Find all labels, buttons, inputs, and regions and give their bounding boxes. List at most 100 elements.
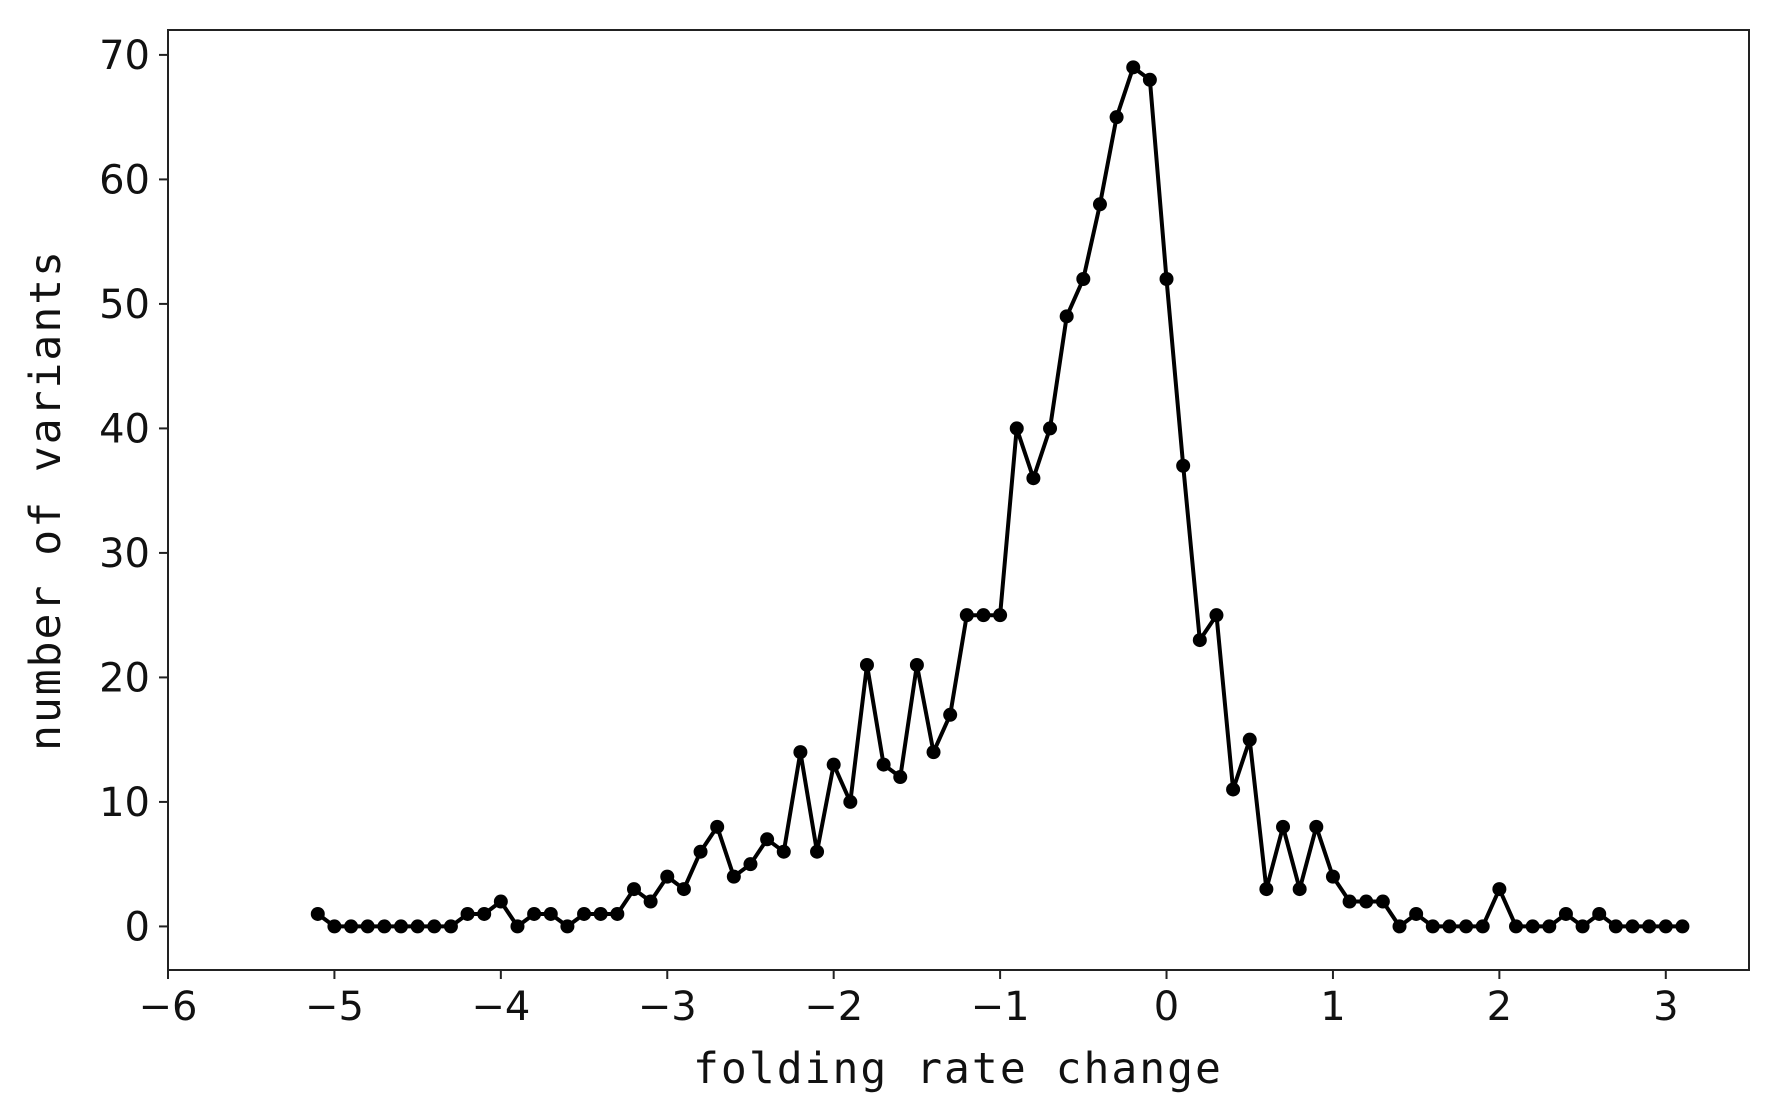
data-point [1525,919,1540,934]
data-point [1192,633,1207,648]
data-point [1159,272,1174,287]
data-point [1325,869,1340,884]
data-point [327,919,342,934]
data-point [360,919,375,934]
x-tick-label: −5 [305,984,364,1030]
data-point [976,608,991,623]
data-point [577,906,592,921]
data-point [1276,819,1291,834]
data-point [493,894,508,909]
data-point [1492,882,1507,897]
data-point [909,657,924,672]
data-point [1309,819,1324,834]
data-point [1043,421,1058,436]
y-tick-label: 0 [125,904,150,950]
x-tick-label: −2 [804,984,863,1030]
data-point [776,844,791,859]
data-point [1242,732,1257,747]
x-tick-label: −1 [971,984,1030,1030]
data-point [610,906,625,921]
data-point [626,882,641,897]
data-point [1342,894,1357,909]
series-line [316,65,1683,929]
data-point [660,869,675,884]
data-point [743,857,758,872]
data-point [1509,919,1524,934]
x-axis-label: folding rate change [693,1044,1223,1094]
data-point [726,869,741,884]
data-point [1076,272,1091,287]
y-tick-label: 20 [99,655,150,701]
data-point [1375,894,1390,909]
data-point [1675,919,1690,934]
data-point [1592,906,1607,921]
data-point [393,919,408,934]
data-point [1542,919,1557,934]
x-tick-label: −6 [139,984,198,1030]
data-point [1459,919,1474,934]
data-point [410,919,425,934]
data-point [826,757,841,772]
data-point [477,906,492,921]
plot-frame [167,29,1750,971]
data-point [859,657,874,672]
x-tick-label: 2 [1487,984,1512,1030]
data-point [1259,882,1274,897]
data-point [510,919,525,934]
data-point [1176,458,1191,473]
data-point [1009,421,1024,436]
data-point [1392,919,1407,934]
y-tick-label: 50 [99,282,150,328]
x-tick-label: 1 [1320,984,1345,1030]
y-tick-label: 70 [99,33,150,79]
data-point [543,906,558,921]
y-tick-label: 60 [99,157,150,203]
data-point [893,770,908,785]
y-axis-label: number of variants [21,249,71,751]
data-point [560,919,575,934]
data-point [1658,919,1673,934]
data-point [593,906,608,921]
data-point [793,745,808,760]
data-point [676,882,691,897]
data-point [427,919,442,934]
data-point [943,707,958,722]
x-tick-label: −3 [638,984,697,1030]
series-points [310,60,1690,934]
data-point [959,608,974,623]
data-point [1425,919,1440,934]
data-point [1226,782,1241,797]
data-point [710,819,725,834]
data-point [1442,919,1457,934]
data-point [843,794,858,809]
data-point [1608,919,1623,934]
data-point [1642,919,1657,934]
data-point [377,919,392,934]
data-point [926,745,941,760]
data-point [1026,471,1041,486]
data-point [810,844,825,859]
data-point [443,919,458,934]
data-point [1142,72,1157,87]
x-axis-ticks: −6 −5 −4 −3 −2 −1 0 1 2 3 [139,970,1679,1030]
data-point [1575,919,1590,934]
data-point [460,906,475,921]
data-point [1059,309,1074,324]
y-tick-label: 30 [99,531,150,577]
data-point [1092,197,1107,212]
data-point [344,919,359,934]
data-point [1409,906,1424,921]
data-point [693,844,708,859]
y-tick-label: 40 [99,406,150,452]
data-point [1359,894,1374,909]
data-point [310,906,325,921]
x-tick-label: 0 [1154,984,1179,1030]
data-point [876,757,891,772]
data-point [527,906,542,921]
data-point [1109,110,1124,125]
data-point [1475,919,1490,934]
data-point [1209,608,1224,623]
data-point [643,894,658,909]
data-point [760,832,775,847]
